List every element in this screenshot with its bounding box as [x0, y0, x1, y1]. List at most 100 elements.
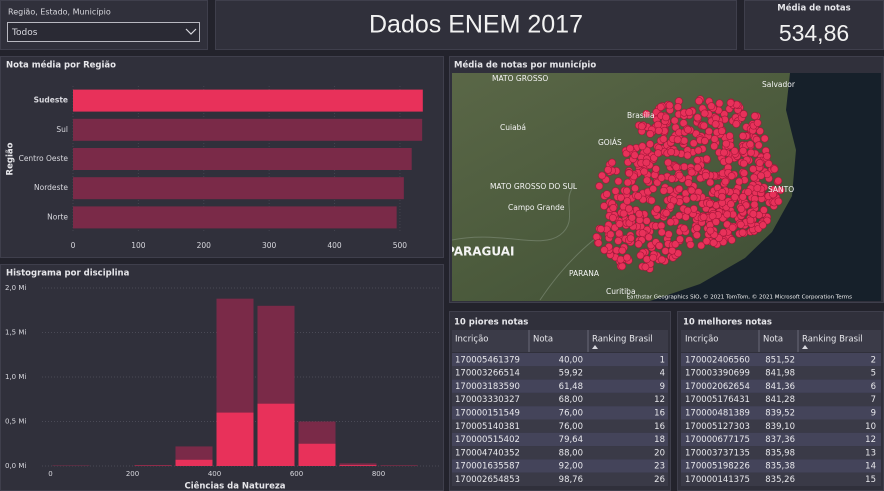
- map-label: MATO GROSSO DO SUL: [490, 182, 578, 191]
- map-dot: [693, 163, 702, 172]
- map-dot: [642, 255, 651, 264]
- map-dot: [649, 253, 658, 262]
- map-dot: [682, 195, 691, 204]
- map-dot: [774, 176, 783, 185]
- map-dot: [736, 220, 745, 229]
- table-row: [452, 353, 668, 367]
- map-dot: [680, 162, 689, 171]
- slicer-value[interactable]: Todos: [11, 28, 38, 38]
- map-dot: [680, 224, 689, 233]
- map-dot: [697, 241, 706, 250]
- table-cell: 13: [865, 448, 876, 458]
- column-header[interactable]: Ranking Brasil: [592, 335, 653, 345]
- map-dot: [615, 229, 624, 238]
- chart-title: Nota média por Região: [6, 60, 116, 71]
- column-header[interactable]: Incrição: [455, 335, 489, 345]
- table-cell: 841,98: [765, 369, 795, 379]
- map-dot: [738, 132, 747, 140]
- map-dot: [700, 137, 709, 145]
- map-dot: [659, 186, 668, 195]
- map-dot: [738, 228, 747, 237]
- map[interactable]: MATO GROSSO Salvador Cuiabá Brasília GOIÁS MA…: [446, 73, 881, 301]
- map-dot: [609, 204, 618, 212]
- histogram-bar: [257, 403, 295, 466]
- table-cell: 7: [871, 395, 876, 405]
- table-row: [681, 432, 881, 447]
- map-dot: [608, 158, 616, 167]
- column-header[interactable]: Nota: [533, 335, 553, 345]
- map-dot: [739, 192, 747, 201]
- y-tick-label: Centro Oeste: [19, 154, 69, 163]
- table-row: [452, 472, 668, 486]
- table-row: [681, 366, 881, 380]
- table-cell: 59,92: [559, 369, 583, 379]
- map-dot: [739, 146, 748, 155]
- map-dot: [614, 177, 623, 186]
- x-axis-label: Ciências da Natureza: [184, 481, 285, 491]
- map-dot: [628, 213, 636, 222]
- table-cell: 170001635587: [455, 462, 520, 472]
- chart-title: Histograma por disciplina: [6, 269, 130, 279]
- map-dot: [623, 197, 632, 206]
- map-dot: [625, 169, 633, 178]
- map-dot: [618, 246, 627, 255]
- table-cell: 170002406560: [685, 355, 750, 365]
- table-cell: 9: [660, 382, 665, 392]
- map-dot: [750, 112, 759, 120]
- bar: [73, 89, 423, 112]
- map-dot: [622, 186, 631, 195]
- column-header[interactable]: Ranking Brasil: [802, 335, 863, 345]
- table-cell: 5: [871, 369, 876, 379]
- map-dot: [726, 200, 735, 208]
- map-dot: [640, 167, 649, 176]
- table-row: [681, 353, 881, 367]
- histogram-bar: [175, 459, 213, 466]
- map-ocean: [650, 73, 881, 301]
- map-dot: [693, 224, 701, 232]
- map-dot: [664, 158, 672, 167]
- sort-arrow: [592, 345, 598, 349]
- map-dot: [642, 158, 651, 167]
- map-dot: [661, 247, 670, 255]
- map-dot: [770, 165, 779, 174]
- y-tick-label: 0,5 Mi: [5, 418, 26, 426]
- map-dot: [707, 102, 716, 111]
- column-header[interactable]: Nota: [763, 335, 783, 345]
- map-dot: [727, 172, 736, 180]
- map-dot: [750, 200, 759, 209]
- dropdown-arrow[interactable]: [185, 28, 197, 35]
- map-dot: [644, 233, 653, 242]
- table-cell: 26: [654, 475, 665, 485]
- table-cell: 835,98: [765, 448, 795, 458]
- table-row: [681, 419, 881, 433]
- map-dot: [657, 228, 666, 237]
- table-cell: 16: [654, 409, 665, 419]
- table-cell: 839,52: [765, 409, 795, 419]
- table-cell: 170000481389: [685, 409, 750, 419]
- slicer-dropdown[interactable]: [7, 22, 200, 42]
- map-dot: [732, 120, 741, 128]
- map-dot: [695, 97, 703, 105]
- map-dot: [611, 187, 620, 195]
- table-cell: 6: [871, 382, 876, 392]
- map-dot: [683, 151, 692, 160]
- map-dot: [657, 255, 666, 264]
- bar: [73, 177, 404, 200]
- column-header[interactable]: Incrição: [685, 335, 719, 345]
- map-dot: [616, 193, 625, 202]
- table-cell: 170002654853: [455, 475, 520, 485]
- table-cell: 170000677175: [685, 435, 750, 445]
- map-dot: [656, 103, 665, 111]
- map-dot: [739, 110, 748, 118]
- map-dot: [730, 147, 739, 155]
- map-dot: [718, 127, 726, 135]
- title-panel: [215, 0, 737, 50]
- map-dot: [683, 206, 692, 215]
- map-dot: [684, 125, 692, 134]
- y-tick-label: 2,0 Mi: [5, 284, 26, 292]
- table-cell: 170002062654: [685, 382, 750, 392]
- histogram-bar: [298, 443, 336, 466]
- table-cell: 839,10: [765, 422, 795, 432]
- map-dot: [626, 234, 635, 243]
